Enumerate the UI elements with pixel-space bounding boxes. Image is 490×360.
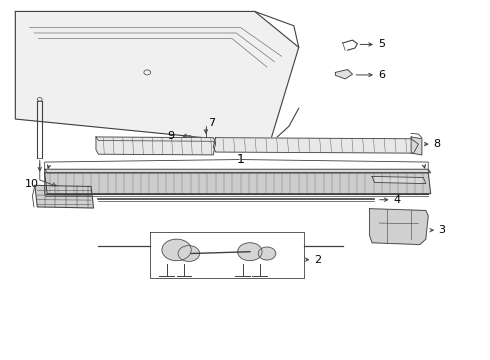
Circle shape (238, 243, 262, 261)
Polygon shape (372, 176, 426, 184)
Polygon shape (35, 185, 94, 208)
Text: 4: 4 (393, 195, 401, 205)
Text: 8: 8 (433, 139, 440, 149)
Text: 3: 3 (439, 225, 445, 235)
Text: 2: 2 (314, 255, 321, 265)
Text: 6: 6 (378, 70, 385, 80)
Text: 7: 7 (208, 118, 216, 128)
Circle shape (178, 246, 199, 261)
Circle shape (258, 247, 276, 260)
Polygon shape (411, 137, 422, 155)
Polygon shape (213, 138, 418, 153)
Polygon shape (15, 12, 299, 144)
Text: 10: 10 (24, 179, 39, 189)
Text: 5: 5 (378, 40, 385, 49)
Circle shape (162, 239, 191, 261)
Text: 9: 9 (167, 131, 174, 141)
Polygon shape (45, 169, 431, 173)
Polygon shape (96, 137, 216, 155)
Polygon shape (335, 69, 352, 79)
Polygon shape (45, 173, 431, 194)
Text: 1: 1 (236, 153, 244, 166)
Polygon shape (369, 209, 428, 244)
